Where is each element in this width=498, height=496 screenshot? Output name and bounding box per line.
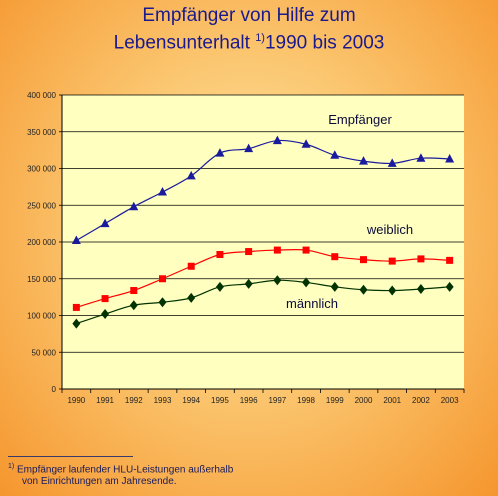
data-point-weiblich bbox=[388, 257, 396, 265]
data-point-maennlich bbox=[129, 300, 138, 311]
data-point-maennlich bbox=[388, 285, 397, 296]
data-point-maennlich bbox=[302, 277, 311, 288]
x-tick-label: 1992 bbox=[125, 396, 143, 405]
data-point-empfaenger bbox=[129, 201, 139, 211]
y-tick-label: 350 000 bbox=[27, 128, 56, 137]
y-tick-label: 50 000 bbox=[32, 348, 57, 357]
x-tick-label: 2002 bbox=[412, 396, 430, 405]
data-point-empfaenger bbox=[359, 156, 368, 165]
data-point-maennlich bbox=[244, 278, 253, 289]
data-point-weiblich bbox=[187, 262, 195, 270]
data-point-empfaenger bbox=[272, 135, 282, 145]
data-point-weiblich bbox=[101, 295, 109, 303]
data-point-maennlich bbox=[359, 284, 368, 295]
title-line-2-prefix: Lebensunterhalt bbox=[113, 32, 256, 54]
title-superscript: 1) bbox=[255, 32, 265, 44]
data-point-empfaenger bbox=[330, 150, 340, 159]
data-point-empfaenger bbox=[445, 153, 455, 163]
y-tick-label: 300 000 bbox=[27, 165, 56, 174]
y-tick-label: 250 000 bbox=[27, 201, 56, 210]
data-point-empfaenger bbox=[100, 218, 110, 228]
data-point-maennlich bbox=[187, 292, 196, 303]
series-label-maennlich: männlich bbox=[286, 296, 338, 311]
data-point-weiblich bbox=[245, 248, 253, 256]
data-point-weiblich bbox=[446, 256, 454, 264]
x-tick-label: 1999 bbox=[326, 396, 344, 405]
data-point-empfaenger bbox=[387, 158, 397, 167]
y-tick-label: 0 bbox=[52, 385, 57, 394]
data-point-maennlich bbox=[101, 309, 110, 320]
title-line-2-suffix: 1990 bis 2003 bbox=[264, 32, 385, 54]
footnote-line-1: 1) Empfänger laufender HLU-Leistungen au… bbox=[8, 461, 233, 476]
x-tick-label: 1996 bbox=[240, 396, 258, 405]
data-point-maennlich bbox=[158, 297, 167, 308]
footnote-marker: 1) bbox=[8, 463, 15, 470]
data-point-maennlich bbox=[416, 284, 425, 295]
data-point-empfaenger bbox=[215, 148, 225, 157]
footnote-divider bbox=[8, 456, 133, 457]
data-point-empfaenger bbox=[244, 143, 254, 153]
x-tick-label: 2001 bbox=[383, 396, 401, 405]
x-tick-label: 2000 bbox=[355, 396, 373, 405]
data-point-empfaenger bbox=[416, 153, 426, 162]
series-label-empfaenger: Empfänger bbox=[328, 112, 392, 127]
data-point-empfaenger bbox=[158, 187, 167, 196]
data-point-empfaenger bbox=[186, 170, 196, 180]
title-line-1: Empfänger von Hilfe zum bbox=[142, 5, 356, 26]
data-point-weiblich bbox=[302, 246, 310, 254]
footnote-line-2: von Einrichtungen am Jahresende. bbox=[22, 476, 177, 488]
data-point-maennlich bbox=[445, 281, 454, 292]
data-point-maennlich bbox=[273, 275, 282, 286]
data-point-weiblich bbox=[72, 303, 80, 311]
data-point-weiblich bbox=[159, 275, 166, 283]
data-point-maennlich bbox=[330, 281, 339, 292]
data-point-weiblich bbox=[360, 256, 367, 264]
data-point-maennlich bbox=[215, 281, 224, 292]
x-tick-label: 1997 bbox=[268, 396, 286, 405]
data-point-weiblich bbox=[331, 253, 339, 261]
x-tick-label: 1991 bbox=[96, 396, 114, 405]
data-point-weiblich bbox=[273, 246, 281, 254]
y-tick-label: 150 000 bbox=[27, 275, 56, 284]
x-tick-label: 1994 bbox=[182, 396, 200, 405]
chart-title: Empfänger von Hilfe zum Lebensunterhalt … bbox=[0, 4, 498, 54]
footnote: 1) Empfänger laufender HLU-Leistungen au… bbox=[8, 461, 233, 488]
footnote-text-1: Empfänger laufender HLU-Leistungen außer… bbox=[14, 464, 234, 476]
data-point-weiblich bbox=[130, 287, 138, 295]
y-tick-label: 400 000 bbox=[27, 91, 56, 100]
x-tick-label: 1995 bbox=[211, 396, 229, 405]
data-point-weiblich bbox=[417, 255, 425, 263]
series-label-weiblich: weiblich bbox=[366, 222, 413, 237]
x-tick-label: 1993 bbox=[154, 396, 172, 405]
data-point-weiblich bbox=[216, 250, 224, 258]
x-tick-label: 1998 bbox=[297, 396, 315, 405]
y-tick-label: 100 000 bbox=[27, 312, 56, 321]
data-point-empfaenger bbox=[301, 139, 311, 148]
y-tick-label: 200 000 bbox=[27, 238, 56, 247]
x-tick-label: 2003 bbox=[441, 396, 459, 405]
x-tick-label: 1990 bbox=[67, 396, 85, 405]
title-line-2: Lebensunterhalt 1)1990 bis 2003 bbox=[0, 27, 498, 54]
data-point-empfaenger bbox=[71, 235, 81, 245]
data-point-maennlich bbox=[72, 318, 81, 329]
